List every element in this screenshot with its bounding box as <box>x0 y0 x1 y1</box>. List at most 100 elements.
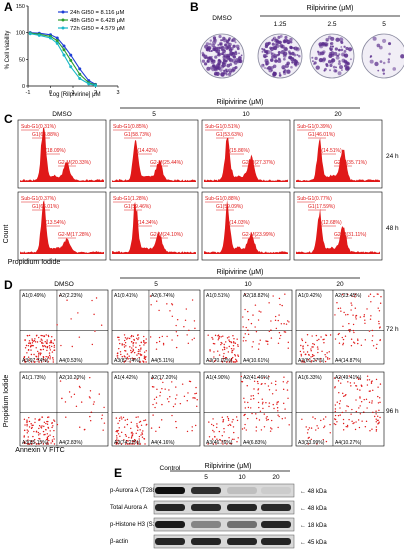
panel-d-scatter-plot: A1(6.33%) A2(49.41%) A3(33.99%) A4(10.27%) <box>295 371 385 447</box>
panel-d-column-label: 5 <box>154 281 158 288</box>
panel-e-band <box>155 504 185 511</box>
panel-e-band <box>227 487 257 494</box>
panel-c-gate-label: G2-M(17.28%) <box>58 232 91 238</box>
panel-e-band-label: p-Histone H3 (S10) <box>110 522 161 528</box>
panel-a-point <box>87 82 91 86</box>
panel-d-scatter-plot: A1(0.42%) A2(23.45%) A3(61.27%) A4(14.87%) <box>295 289 385 365</box>
panel-d-column-label: DMSO <box>54 281 74 288</box>
panel-e-kda-label: ← 48 kDa <box>300 489 327 495</box>
panel-a-letter: A <box>4 0 13 14</box>
panel-e-letter: E <box>114 466 123 480</box>
panel-c-gate-label: S(14.34%) <box>134 220 158 226</box>
panel-c-column-label: 5 <box>152 111 156 118</box>
panel-d-quadrant-a1: A1(0.41%) <box>114 293 138 299</box>
panel-d-quadrant-a1: A1(0.42%) <box>298 293 322 299</box>
panel-e-kda-label: ← 48 kDa <box>300 506 327 512</box>
panel-e-band <box>227 538 257 545</box>
panel-d-quadrant-a3: A3(61.27%) <box>298 358 325 364</box>
panel-b-colony-assay: Rilpivirine (μM) DMSO 1.25 2.5 5 <box>200 5 404 79</box>
panel-e-band <box>191 487 221 494</box>
panel-a-point <box>55 41 59 45</box>
panel-d-quadrant-a2: A2(41.46%) <box>243 375 270 381</box>
panel-e-band <box>191 538 221 545</box>
panel-e-lane-label: 5 <box>204 474 208 481</box>
panel-c-histogram: Sub-G1(0.77%) G1(17.59%) S(12.68%) G2-M(31.… <box>293 191 383 261</box>
panel-b-letter: B <box>190 0 199 14</box>
panel-d-quadrant-a1: A1(1.73%) <box>22 375 46 381</box>
panel-c-xaxis: Propidium Iodide <box>8 259 61 266</box>
panel-e-blot-strip <box>153 483 295 498</box>
panel-a-ytick: 150 <box>16 4 25 10</box>
panel-a-point <box>78 77 82 81</box>
panel-a-point <box>78 72 82 76</box>
panel-e-band <box>227 521 257 528</box>
panel-a-point <box>55 36 59 40</box>
panel-d-quadrant-a4: A4(5.11%) <box>151 358 175 364</box>
panel-c-gate-label: S(13.54%) <box>42 220 66 226</box>
panel-d-quadrant-a3: A3(46.76%) <box>206 440 233 446</box>
panel-a-point <box>62 53 66 57</box>
panel-e-band <box>191 521 221 528</box>
panel-c-gate-label: G2-M(23.99%) <box>242 232 275 238</box>
panel-d-quadrant-a4: A4(0.53%) <box>59 358 83 364</box>
panel-c-gate-label: S(12.68%) <box>318 220 342 226</box>
panel-c-column-label: 20 <box>334 111 342 118</box>
panel-c-gate-label: Sub-G1(0.88%) <box>205 196 240 202</box>
panel-b-well-label: 1.25 <box>274 21 287 28</box>
panel-c-gate-label: Sub-G1(0.51%) <box>205 124 240 130</box>
panel-e-band <box>261 487 291 494</box>
panel-c-gate-label: Sub-G1(0.39%) <box>297 124 332 130</box>
panel-c-gate-label: G1(53.63%) <box>216 132 243 138</box>
panel-a-point <box>37 33 41 37</box>
panel-d-quadrant-a1: A1(0.49%) <box>22 293 46 299</box>
panel-c-gate-label: Sub-G1(0.85%) <box>113 124 148 130</box>
panel-e-blot-strip <box>153 534 295 549</box>
panel-d-quadrant-a1: A1(0.51%) <box>206 293 230 299</box>
panel-b-well-label: 5 <box>382 21 386 28</box>
panel-c-gate-label: G1(59.09%) <box>216 204 243 210</box>
panel-d-title: Rilpivirine (μM) <box>217 269 264 276</box>
panel-c-gate-label: G2-M(31.11%) <box>334 232 367 238</box>
panel-b-title: Rilpivirine (μM) <box>307 5 354 12</box>
panel-a-xtick: 3 <box>116 90 119 96</box>
panel-d-column-label: 20 <box>336 281 344 288</box>
panel-c-row-label: 48 h <box>386 225 399 232</box>
panel-e-western-blot: Rilpivirine (μM) Control 5 10 20 p-Aurora A… <box>110 463 327 549</box>
panel-d-yaxis: Propidium Iodide <box>3 375 10 428</box>
panel-e-blot-strip <box>153 500 295 515</box>
panel-d-quadrant-a3: A3(85.15%) <box>22 440 49 446</box>
panel-c-title: Rilpivirine (μM) <box>217 99 264 106</box>
panel-e-band-label: β-actin <box>110 539 128 545</box>
panel-a-ylabel: % Cell viability <box>5 31 11 70</box>
panel-a-point <box>94 83 97 87</box>
panel-a-legend-entry: 48h GI50 = 6.428 μM <box>70 18 125 24</box>
panel-c-row-label: 24 h <box>386 153 399 160</box>
panel-d-scatter-plot: A1(0.41%) A2(6.74%) A3(87.74%) A4(5.11%) <box>111 289 201 365</box>
panel-c-letter: C <box>4 112 13 126</box>
panel-d-quadrant-a3: A3(97.74%) <box>22 358 49 364</box>
panel-d-row-label: 72 h <box>386 326 399 333</box>
panel-e-kda-label: ← 45 kDa <box>300 540 327 546</box>
panel-c-gate-label: S(15.86%) <box>226 148 250 154</box>
panel-a-ytick: 0 <box>22 84 25 90</box>
panel-d-xaxis: Annexin V FITC <box>15 447 64 454</box>
panel-a-point <box>55 39 59 43</box>
panel-a-point <box>69 65 73 69</box>
panel-d-scatter-plot: A1(4.42%) A2(17.20%) A3(74.22%) A4(4.16%) <box>111 371 201 447</box>
panel-a-point <box>69 58 73 62</box>
panel-e-band <box>227 504 257 511</box>
panel-d-quadrant-a4: A4(2.83%) <box>59 440 83 446</box>
panel-b-well <box>361 33 404 79</box>
panel-a-point <box>69 53 73 57</box>
panel-d-scatter-plot: A1(4.90%) A2(41.46%) A3(46.76%) A4(6.83%) <box>203 371 293 447</box>
panel-d-quadrant-a1: A1(6.33%) <box>298 375 322 381</box>
panel-a-series-line-1 <box>30 32 96 85</box>
panel-c-gate-label: G1(58.73%) <box>124 132 151 138</box>
panel-a-point <box>78 67 82 71</box>
panel-c-gate-label: Sub-G1(0.37%) <box>21 196 56 202</box>
panel-d-apoptosis-scatter: Rilpivirine (μM) DMSO 5 10 20 72 h 96 h A1(0.4… <box>3 269 399 454</box>
panel-a-point <box>49 36 52 40</box>
panel-d-quadrant-a3: A3(74.22%) <box>114 440 141 446</box>
